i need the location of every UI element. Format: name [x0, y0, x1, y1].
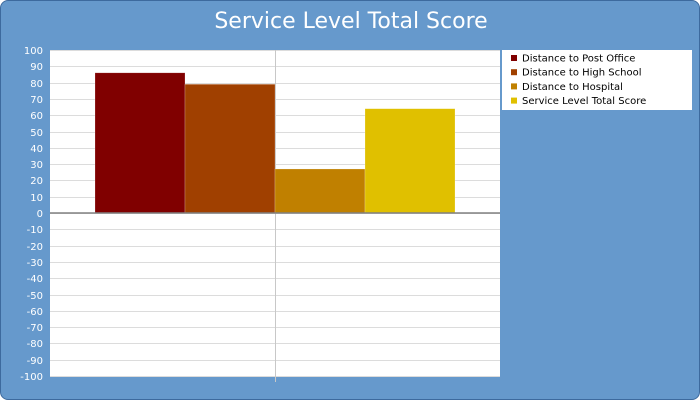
y-tick-label: -40 [27, 274, 43, 285]
bar [94, 72, 186, 214]
y-tick-label: 70 [30, 95, 43, 106]
y-tick-label: -10 [27, 225, 43, 236]
legend-label: Service Level Total Score [522, 96, 646, 107]
y-tick-label: 100 [24, 46, 43, 57]
y-tick-label: -90 [27, 356, 43, 367]
y-tick-label: 60 [30, 111, 43, 122]
legend-swatch [511, 55, 517, 61]
bars [94, 72, 456, 214]
y-tick-label: -30 [27, 258, 43, 269]
legend-swatch [511, 97, 517, 104]
y-tick-label: -80 [27, 339, 43, 350]
bar [364, 108, 456, 214]
bar [184, 83, 276, 214]
y-tick-label: -70 [27, 323, 43, 334]
legend-label: Distance to Hospital [522, 82, 623, 93]
legend-box [502, 50, 692, 110]
legend-label: Distance to Post Office [522, 54, 635, 65]
y-tick-label: -50 [27, 291, 43, 302]
y-tick-label: 50 [30, 128, 43, 139]
legend-swatch [511, 69, 517, 76]
y-tick-label: 20 [30, 176, 43, 187]
y-tick-label: -20 [27, 242, 43, 253]
y-tick-label: 0 [37, 209, 43, 220]
y-tick-labels: -100-90-80-70-60-50-40-30-20-10010203040… [20, 46, 43, 383]
legend-label: Distance to High School [522, 68, 641, 79]
legend: Distance to Post Office Distance to High … [511, 54, 646, 107]
y-tick-label: 40 [30, 144, 43, 155]
chart-title: Service Level Total Score [214, 9, 488, 34]
y-tick-label: 30 [30, 160, 43, 171]
y-tick-label: 10 [30, 193, 43, 204]
bar [274, 168, 366, 214]
y-tick-label: 90 [30, 62, 43, 73]
legend-swatch [511, 83, 517, 90]
y-tick-label: 80 [30, 79, 43, 90]
y-tick-label: -60 [27, 307, 43, 318]
y-tick-label: -100 [20, 372, 43, 383]
